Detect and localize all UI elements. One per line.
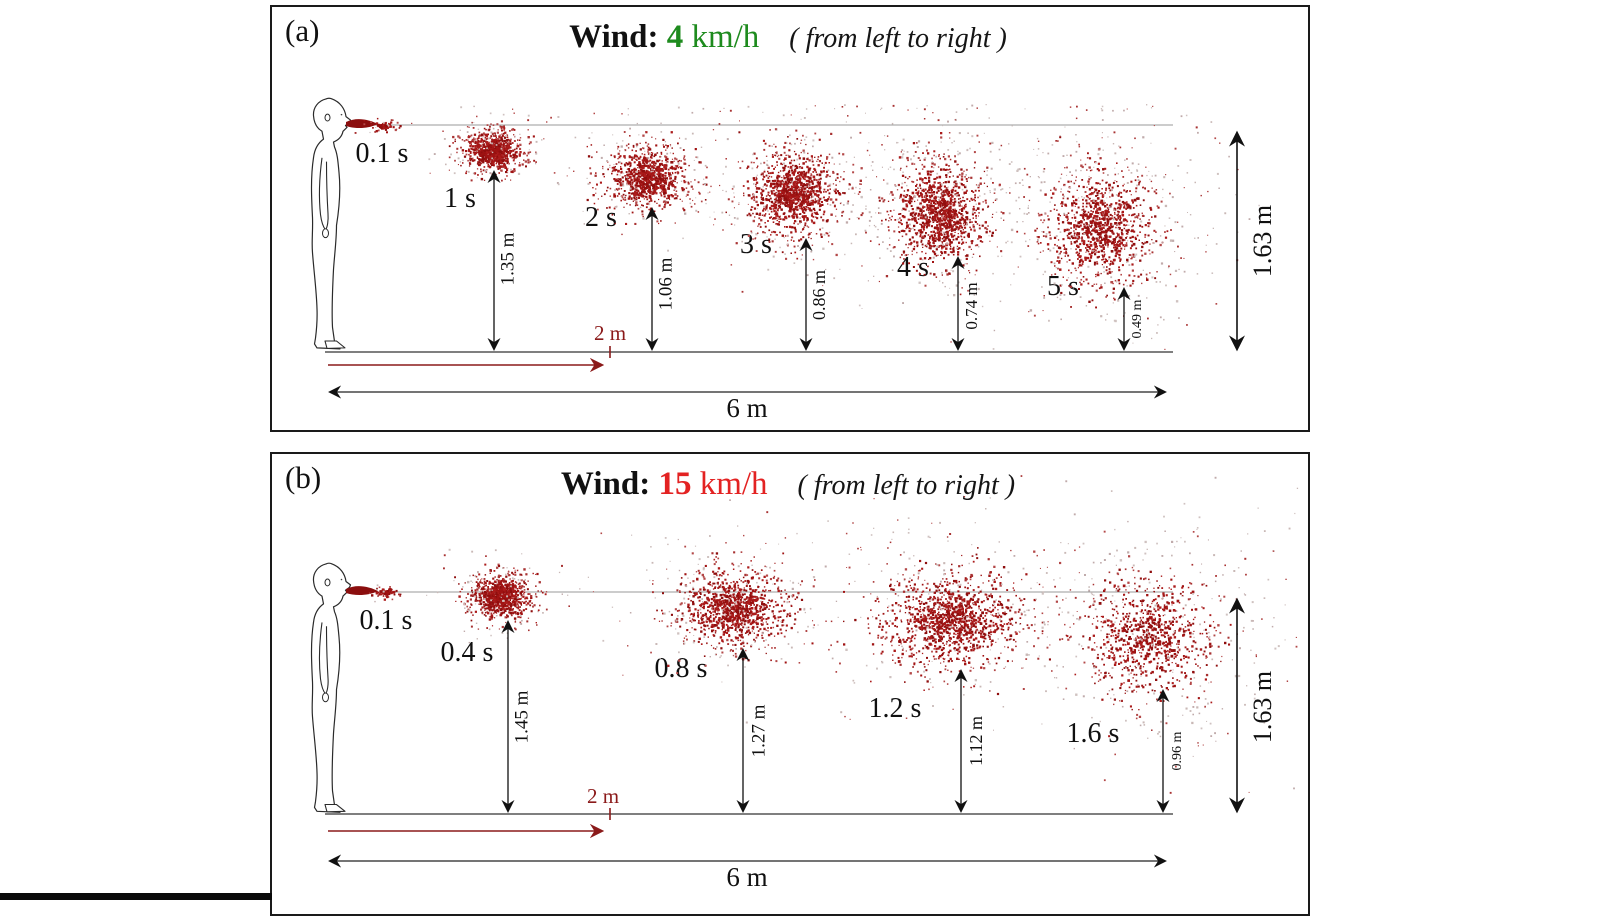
droplet-cloud-a-3 xyxy=(800,104,1078,342)
height-value-0.8s: 1.27 m xyxy=(748,704,769,757)
page-edge-artifact xyxy=(0,893,272,900)
droplet-cloud-a-1 xyxy=(557,107,730,252)
droplet-cloud-b-2 xyxy=(746,480,1158,730)
droplet-cloud-b-3 xyxy=(947,475,1298,794)
height-value-1s: 1.35 m xyxy=(497,232,518,285)
height-value-2s: 1.06 m xyxy=(655,257,676,310)
human-figure-a xyxy=(312,98,351,349)
cough-jet-a xyxy=(346,119,378,128)
height-value-1.2s: 1.12 m xyxy=(966,716,986,766)
height-value-4s: 0.74 m xyxy=(962,282,981,329)
height-value-0.4s: 1.45 m xyxy=(511,690,532,743)
droplet-cloud-a-0 xyxy=(428,106,570,182)
height-value-1.6s: 0.96 m xyxy=(1170,731,1185,770)
droplet-cloud-b-0 xyxy=(426,549,580,644)
person-height-value-b: 1.63 m xyxy=(1248,671,1277,743)
height-value-3s: 0.86 m xyxy=(809,270,829,320)
cough-jet-b xyxy=(346,586,378,595)
person-height-value-a: 1.63 m xyxy=(1248,205,1277,277)
droplet-cloud-b-1 xyxy=(588,499,854,682)
droplet-cloud-a-4 xyxy=(941,104,1260,350)
panel-a-drawing: 1.35 m 1.06 m 0.86 m 0.74 m 0.49 m 1.63 … xyxy=(312,98,1277,392)
droplet-cloud-a-2 xyxy=(665,104,923,292)
height-value-5s: 0.49 m xyxy=(1130,299,1145,338)
panel-b-drawing: 1.45 m 1.27 m 1.12 m 0.96 m 1.63 m xyxy=(312,475,1299,861)
human-figure-b xyxy=(312,563,351,812)
